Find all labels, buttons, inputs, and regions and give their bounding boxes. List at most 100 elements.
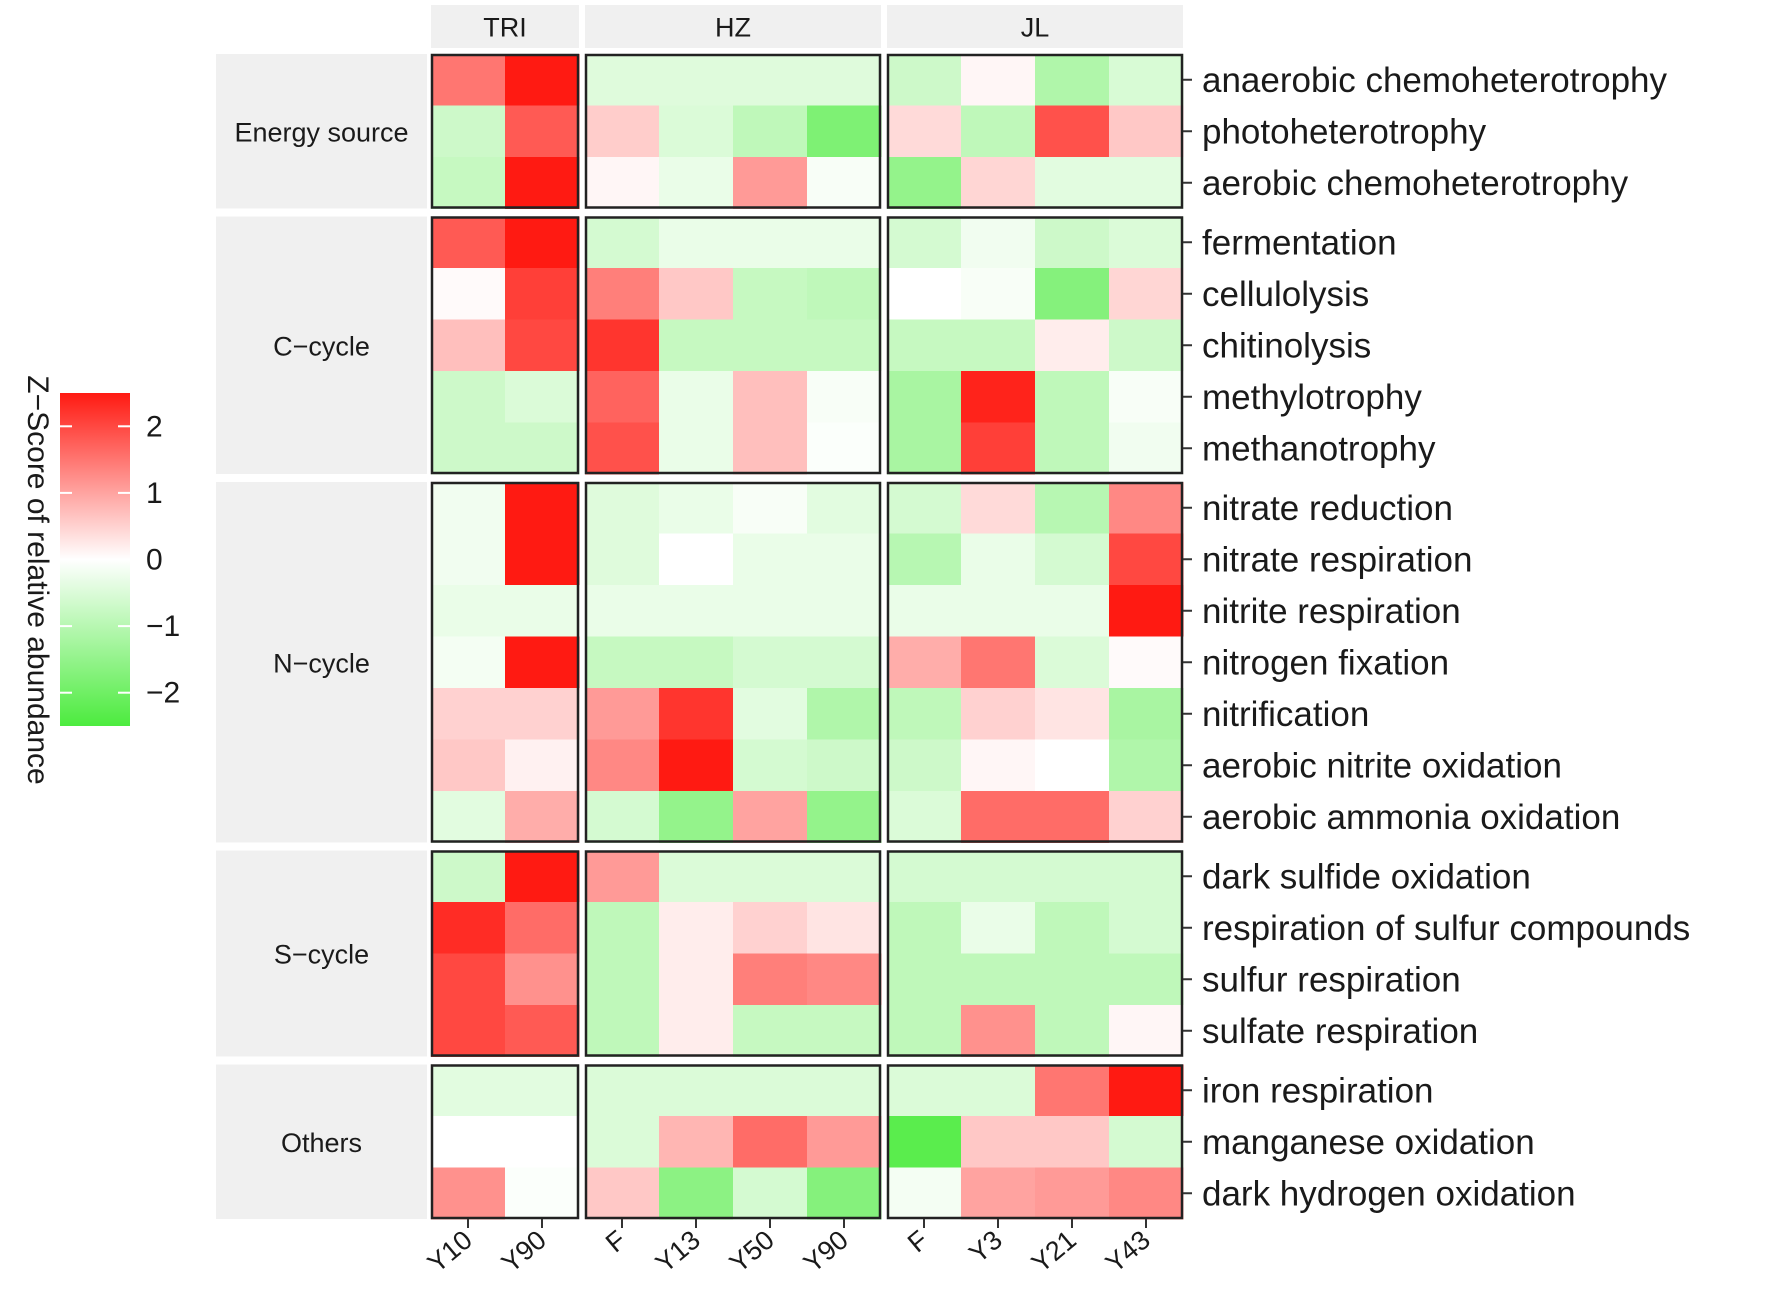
heatmap-cell [431,739,506,792]
column-tick-label-hz-f: F [600,1225,632,1259]
heatmap-cell [431,1116,506,1168]
heatmap-cell [961,791,1036,843]
strip-label-jl: JL [1021,13,1050,43]
heatmap-cell [431,953,506,1006]
heatmap-cell [659,953,734,1006]
heatmap-cell [585,1064,660,1117]
strip-tri [431,5,579,48]
heatmap-cell [807,1167,882,1220]
row-label-aerobic-ammonia-oxidation: aerobic ammonia oxidation [1202,798,1620,837]
heatmap-cell [1035,636,1110,689]
heatmap-cell [961,1167,1036,1220]
heatmap-cell [961,422,1036,475]
row-label-anaerobic-chemoheterotrophy: anaerobic chemoheterotrophy [1202,61,1668,100]
heatmap-cell [1109,371,1184,423]
heatmap-cell [733,585,808,637]
heatmap-cell [505,739,580,792]
heatmap-cell [1109,319,1184,372]
heatmap-cell [1109,688,1184,740]
panel-border [430,216,580,475]
heatmap-cell [1035,216,1110,269]
heatmap-cell [585,850,660,903]
heatmap-cell [505,902,580,954]
heatmap-cell [659,216,734,269]
heatmap-cell [887,105,962,158]
legend-tick-label: −1 [146,610,180,643]
heatmap-cell [505,482,580,534]
row-label-respiration-of-sulfur-compounds: respiration of sulfur compounds [1202,909,1690,948]
heatmap-cell [585,791,660,843]
heatmap-cell [887,1167,962,1220]
heatmap-cell [807,850,882,903]
heatmap-cell [807,533,882,586]
heatmap-cell [1109,1005,1184,1057]
column-tick-label-jl-f: F [902,1225,934,1259]
heatmap-cell [807,1005,882,1057]
heatmap-cell [807,371,882,423]
heatmap-cell [733,688,808,740]
panel-border [430,1064,580,1220]
heatmap-cell [887,533,962,586]
heatmap-cell [431,1167,506,1220]
heatmap-cell [659,422,734,475]
heatmap-cell [505,636,580,689]
heatmap-cell [961,157,1036,209]
heatmap-cell [961,953,1036,1006]
heatmap-cell [1109,1064,1184,1117]
heatmap-cell [1035,319,1110,372]
row-label-methylotrophy: methylotrophy [1202,378,1422,417]
heatmap-cell [887,902,962,954]
heatmap-cell [505,1167,580,1220]
heatmap-cell [1035,268,1110,320]
heatmap-cell [887,585,962,637]
heatmap-cell [1035,371,1110,423]
panel-border [430,53,580,209]
row-label-cellulolysis: cellulolysis [1202,275,1369,314]
heatmap-cell [961,688,1036,740]
heatmap-cell [431,1005,506,1057]
row-label-fermentation: fermentation [1202,223,1397,262]
heatmap-cell [807,585,882,637]
heatmap-cell [887,157,962,209]
heatmap-cell [1109,105,1184,158]
row-label-chitinolysis: chitinolysis [1202,326,1371,365]
row-group-strip-c-cycle [216,216,427,474]
heatmap-cell [659,739,734,792]
heatmap-cell [961,105,1036,158]
heatmap-cell [505,688,580,740]
heatmap-cell [585,319,660,372]
heatmap-cell [1109,157,1184,209]
column-tick-label-hz-y13: Y13 [650,1225,706,1279]
heatmap-cell [505,371,580,423]
heatmap-cell [733,268,808,320]
heatmap-cell [733,1116,808,1168]
heatmap-cell [431,54,506,106]
row-label-nitrite-respiration: nitrite respiration [1202,592,1461,631]
heatmap-cell [659,105,734,158]
heatmap-cell [431,157,506,209]
panel-border [584,1064,882,1220]
heatmap-cell [1035,902,1110,954]
heatmap-cell [659,533,734,586]
heatmap-cell [585,482,660,534]
heatmap-cell [659,157,734,209]
heatmap-cell [505,585,580,637]
heatmap-cell [431,902,506,954]
heatmap-cell [659,1167,734,1220]
heatmap-cell [431,533,506,586]
heatmap-cell [1035,422,1110,475]
heatmap-cell [585,902,660,954]
heatmap-cell [733,533,808,586]
strip-label-hz: HZ [715,13,751,43]
row-label-iron-respiration: iron respiration [1202,1071,1434,1110]
heatmap-cell [431,216,506,269]
legend-title: Z−Score of relative abundance [21,375,54,784]
heatmap-cell [431,105,506,158]
heatmap-cell [733,739,808,792]
heatmap-cell [659,319,734,372]
heatmap-cell [807,482,882,534]
heatmap-cell [431,1064,506,1117]
heatmap-cell [585,1167,660,1220]
heatmap-cell [807,636,882,689]
heatmap-cell [1035,688,1110,740]
